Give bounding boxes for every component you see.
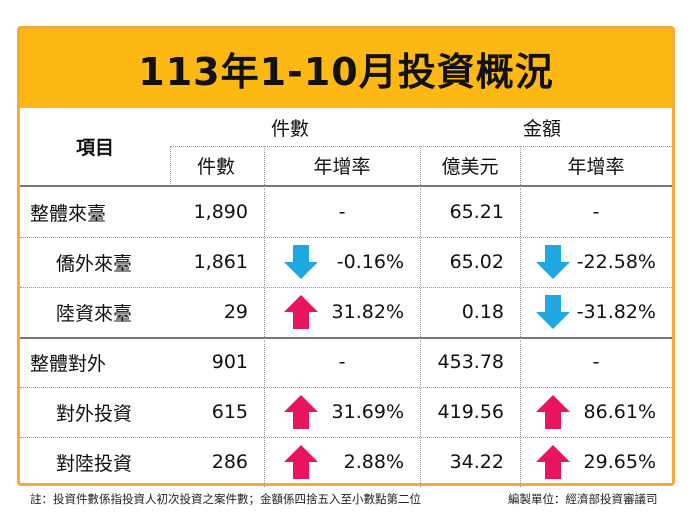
amount-value: 34.22 (449, 451, 504, 473)
up-arrow-icon (534, 393, 572, 431)
amount-column-header: 億美元 (441, 155, 499, 178)
row-label: 整體對外 (30, 352, 107, 375)
footnote: 註：投資件數係指投資人初次投資之案件數；金額係四捨五入至小數點第二位 (30, 492, 421, 506)
count-growth-value: 31.69% (331, 401, 404, 423)
count-growth-value: - (338, 351, 346, 373)
source-credit: 編製單位：經濟部投資審議司 (508, 492, 658, 506)
table-row: 對外投資 615 31.69% 419.56 86.61% (20, 387, 672, 437)
amount-growth-value: 29.65% (583, 451, 656, 473)
row-label: 對陸投資 (56, 452, 133, 475)
row-label: 陸資來臺 (56, 302, 133, 325)
amount-growth-header: 年增率 (567, 155, 625, 178)
count-value: 615 (211, 401, 248, 423)
amount-value: 0.18 (461, 301, 504, 323)
amount-growth-value: - (592, 351, 600, 373)
amount-value: 65.02 (449, 251, 504, 273)
page-title: 113年1-10月投資概況 (138, 50, 554, 94)
row-label: 僑外來臺 (56, 252, 133, 275)
up-arrow-icon (282, 293, 320, 331)
title-bar: 113年1-10月投資概況 (20, 29, 672, 108)
amount-growth-value: - (592, 201, 600, 223)
count-growth-value: -0.16% (336, 251, 404, 273)
down-arrow-icon (534, 243, 572, 281)
header-row-1: 件數 金額 (20, 108, 672, 146)
table-row: 整體對外 901 - 453.78 - (20, 337, 672, 387)
count-group-header: 件數 (270, 117, 309, 140)
item-header: 項目 (75, 136, 114, 159)
count-value: 286 (211, 451, 248, 473)
up-arrow-icon (282, 443, 320, 481)
amount-group-header: 金額 (522, 117, 561, 140)
up-arrow-icon (282, 393, 320, 431)
count-growth-header: 年增率 (313, 155, 371, 178)
table-row: 陸資來臺 29 31.82% 0.18 -31.82% (20, 287, 672, 337)
down-arrow-icon (534, 293, 572, 331)
down-arrow-icon (282, 243, 320, 281)
row-label: 整體來臺 (30, 202, 107, 225)
count-growth-value: 2.88% (343, 451, 404, 473)
amount-value: 65.21 (449, 201, 504, 223)
table-row: 對陸投資 286 2.88% 34.22 29.65% (20, 437, 672, 487)
count-column-header: 件數 (196, 155, 235, 178)
amount-growth-value: 86.61% (583, 401, 656, 423)
table-frame: 113年1-10月投資概況 件數 金額 項目 件數 年增率 億美元 年增率 整體… (17, 26, 675, 487)
count-value: 29 (223, 301, 248, 323)
up-arrow-icon (534, 443, 572, 481)
count-growth-value: - (338, 201, 346, 223)
table-row: 整體來臺 1,890 - 65.21 - (20, 187, 672, 237)
amount-growth-value: -22.58% (576, 251, 656, 273)
header-row-2: 件數 年增率 億美元 年增率 (20, 146, 672, 184)
amount-value: 453.78 (437, 351, 504, 373)
amount-value: 419.56 (437, 401, 504, 423)
count-value: 1,890 (193, 201, 248, 223)
row-label: 對外投資 (56, 402, 133, 425)
count-growth-value: 31.82% (331, 301, 404, 323)
count-value: 901 (211, 351, 248, 373)
table-row: 僑外來臺 1,861 -0.16% 65.02 -22.58% (20, 237, 672, 287)
count-value: 1,861 (193, 251, 248, 273)
amount-growth-value: -31.82% (576, 301, 656, 323)
